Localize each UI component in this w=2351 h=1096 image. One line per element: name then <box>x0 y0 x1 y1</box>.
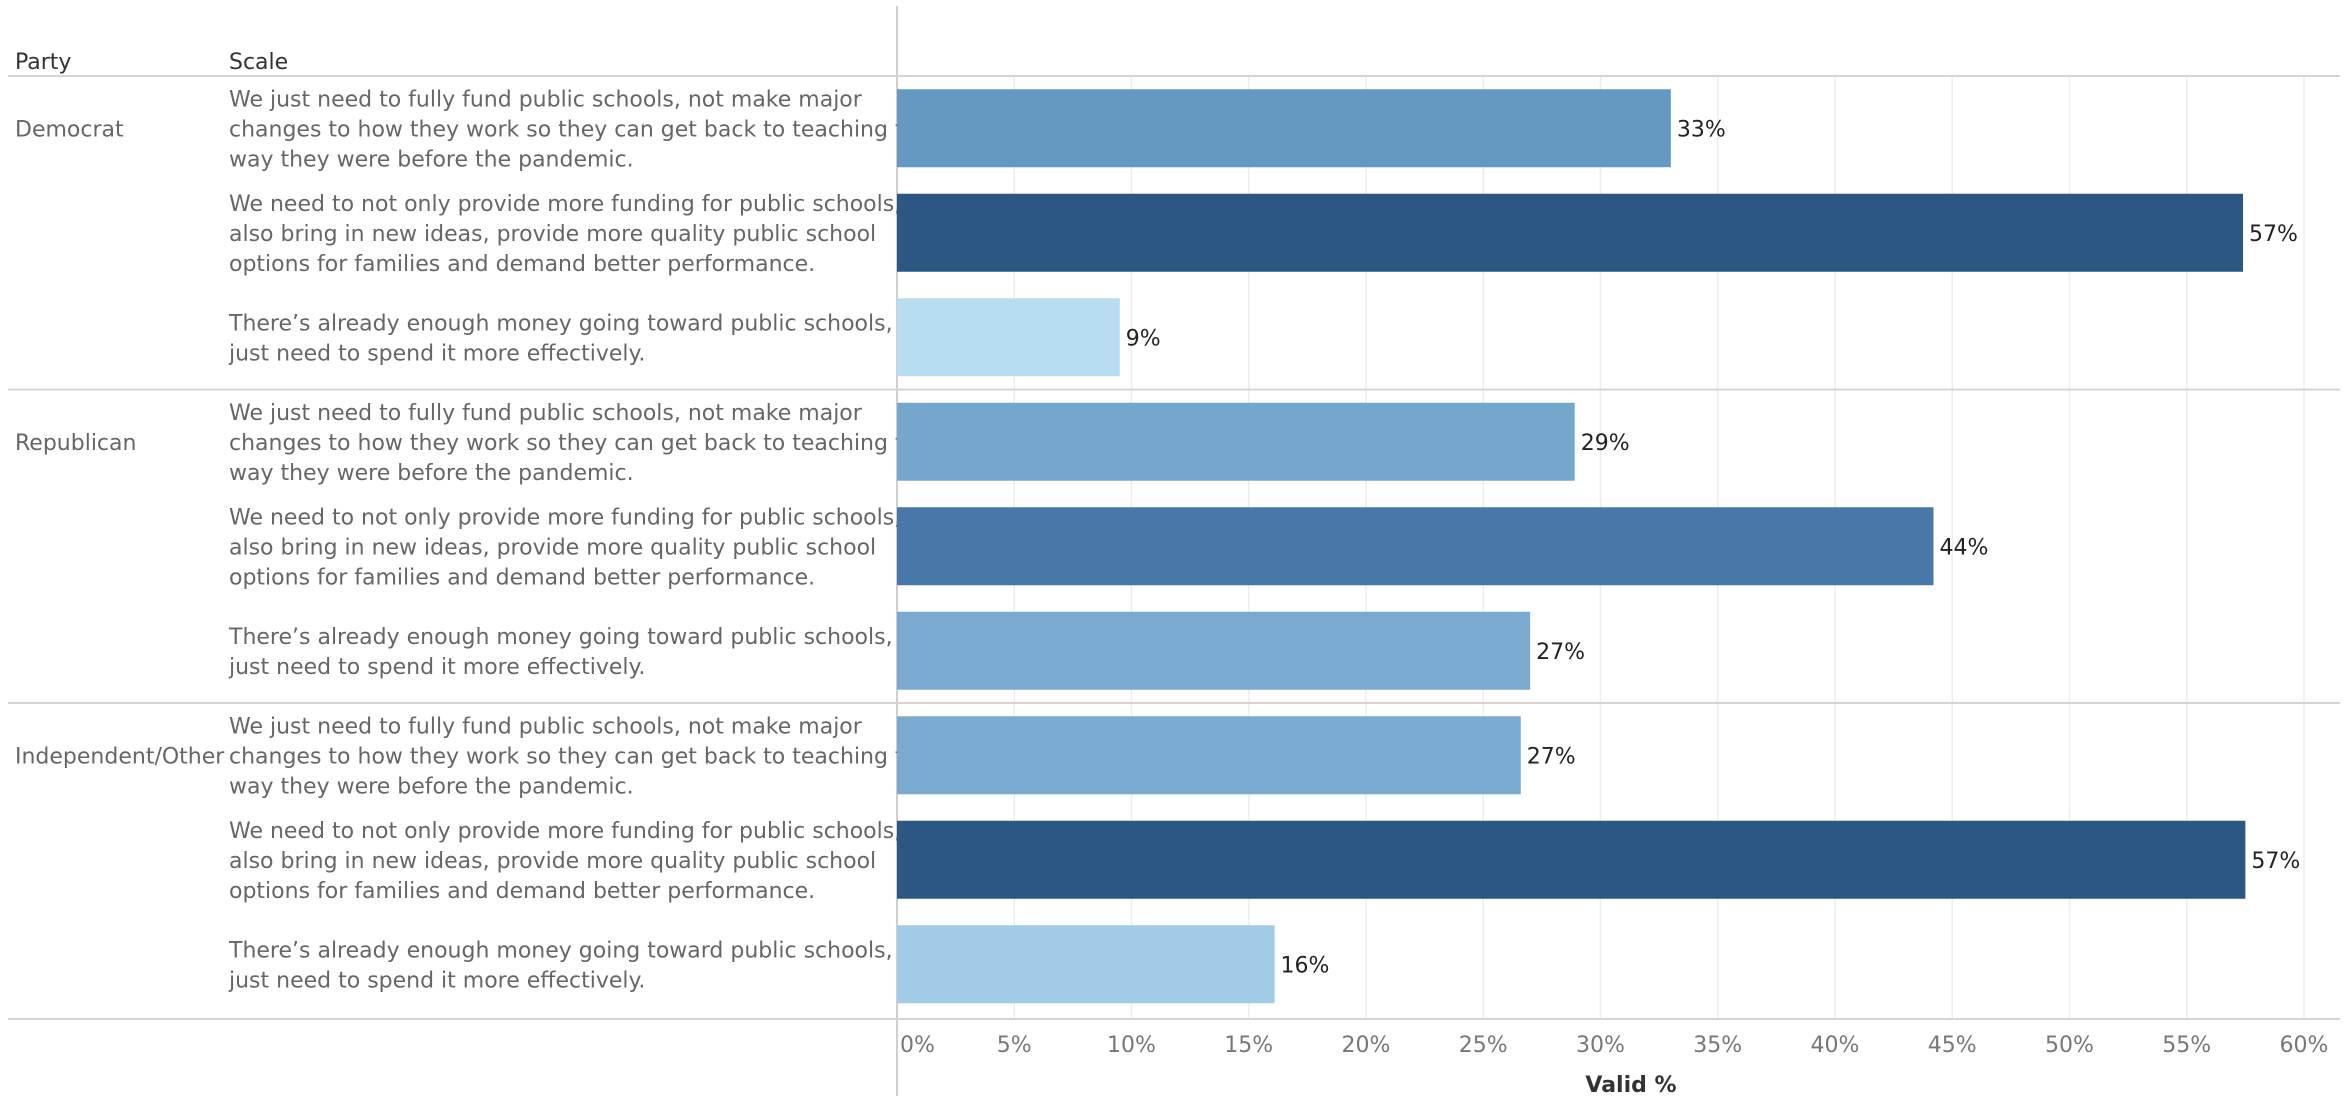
bar[interactable] <box>897 507 1934 586</box>
x-tick-label: 50% <box>2045 1033 2094 1058</box>
party-label: Republican <box>15 431 136 456</box>
bar[interactable] <box>897 402 1575 481</box>
scale-text-line: There’s already enough money going towar… <box>228 938 931 963</box>
x-tick-label: 40% <box>1811 1033 1860 1058</box>
scale-text-line: We need to not only provide more funding… <box>229 192 945 217</box>
x-tick-label: 30% <box>1576 1033 1625 1058</box>
bar-value-label: 27% <box>1536 640 1585 665</box>
scale-text-line: just need to spend it more effectively. <box>228 341 645 366</box>
x-tick-label: 45% <box>1928 1033 1977 1058</box>
party-group: Democrat We just need to fully fund publi… <box>15 87 2298 377</box>
x-tick-label: 35% <box>1693 1033 1742 1058</box>
scale-text-line: There’s already enough money going towar… <box>228 311 931 336</box>
bar[interactable] <box>897 716 1521 795</box>
column-headers: Party Scale <box>15 50 288 75</box>
bar-value-label: 9% <box>1126 326 1161 351</box>
scale-text-line: We just need to fully fund public school… <box>229 401 863 426</box>
scale-text-line: options for families and demand better p… <box>229 252 815 277</box>
x-tick-label: 20% <box>1342 1033 1391 1058</box>
x-tick-label: 60% <box>2280 1033 2329 1058</box>
bar-value-label: 57% <box>2251 849 2300 874</box>
scale-text-line: just need to spend it more effectively. <box>228 968 645 993</box>
bar-value-label: 44% <box>1939 535 1988 560</box>
scale-text-line: There’s already enough money going towar… <box>228 625 931 650</box>
bar-value-label: 16% <box>1281 953 1330 978</box>
party-label: Independent/Other <box>15 744 225 769</box>
x-axis-title: Valid % <box>1585 1073 1676 1096</box>
bar[interactable] <box>897 820 2246 899</box>
scale-text-line: changes to how they work so they can get… <box>229 431 931 456</box>
scale-text-line: We need to not only provide more funding… <box>229 819 945 844</box>
scale-text-line: We just need to fully fund public school… <box>229 87 863 112</box>
x-axis: Valid % 0% 5% 10% 15% 20% 25% 30% 35% 40% 45% 50% 5… <box>900 1033 2328 1096</box>
scale-text-line: also bring in new ideas, provide more qu… <box>229 849 876 874</box>
scale-text-line: options for families and demand better p… <box>229 879 815 904</box>
scale-column-header: Scale <box>229 50 288 75</box>
x-tick-label: 55% <box>2162 1033 2211 1058</box>
scale-text-line: also bring in new ideas, provide more qu… <box>229 535 876 560</box>
x-tick-label: 5% <box>997 1033 1032 1058</box>
party-label: Democrat <box>15 117 124 142</box>
bar-value-label: 29% <box>1581 431 1630 456</box>
chart-rows: Democrat We just need to fully fund publi… <box>8 87 2340 1004</box>
bar[interactable] <box>897 925 1275 1004</box>
scale-text-line: We need to not only provide more funding… <box>229 505 945 530</box>
scale-text-line: changes to how they work so they can get… <box>229 117 931 142</box>
scale-text-line: way they were before the pandemic. <box>229 774 634 799</box>
scale-text-line: way they were before the pandemic. <box>229 147 634 172</box>
scale-text-line: changes to how they work so they can get… <box>229 744 931 769</box>
party-group: Republican We just need to fully fund pub… <box>8 388 2340 690</box>
x-tick-label: 25% <box>1459 1033 1508 1058</box>
bar[interactable] <box>897 193 2244 272</box>
bar-value-label: 57% <box>2249 222 2298 247</box>
bar[interactable] <box>897 89 1671 168</box>
bar-value-label: 33% <box>1677 117 1726 142</box>
scale-text-line: also bring in new ideas, provide more qu… <box>229 222 876 247</box>
scale-text-line: way they were before the pandemic. <box>229 461 634 486</box>
scale-text-line: options for families and demand better p… <box>229 565 815 590</box>
scale-text-line: just need to spend it more effectively. <box>228 655 645 680</box>
party-column-header: Party <box>15 50 71 75</box>
bar-value-label: 27% <box>1527 744 1576 769</box>
x-tick-label: 10% <box>1107 1033 1156 1058</box>
bar[interactable] <box>897 611 1531 690</box>
x-tick-label: 15% <box>1224 1033 1273 1058</box>
scale-text-line: We just need to fully fund public school… <box>229 714 863 739</box>
bar[interactable] <box>897 298 1120 377</box>
x-tick-label: 0% <box>900 1033 935 1058</box>
